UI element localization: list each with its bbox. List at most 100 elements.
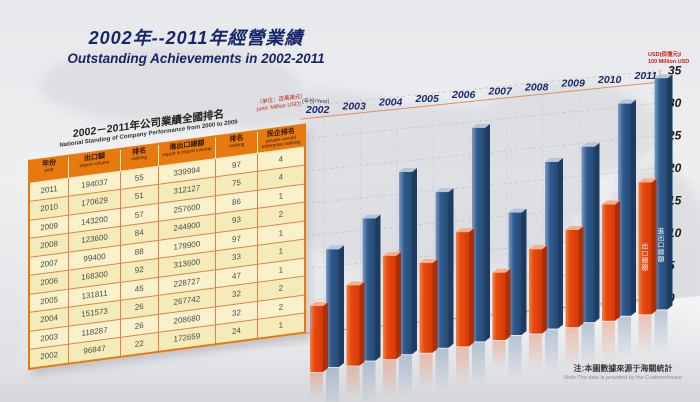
year-label: 2009 [561,78,586,90]
bar-top-face [362,214,381,219]
page-title-cjk: 2002年--2011年經營業績 [88,28,304,48]
ranking-table: 年份 year 出口額 export volume 排名 ranking 進出口… [28,123,306,370]
bar-reflection [326,368,339,402]
bar-side-face [631,99,636,316]
bar-front-face [638,182,652,315]
bar-reflection [472,342,485,385]
bar-reflection [399,355,412,398]
bar-front-face [346,285,360,366]
year-label: 2004 [378,97,403,109]
bar-reflection [529,334,542,369]
bar-reflection [581,323,595,366]
bar-front-face [383,255,396,360]
value-cell: 24 [215,319,258,344]
bar-front-face [456,232,469,347]
bar-reflection [435,348,449,391]
bar-top-face [492,268,511,273]
y-axis-unit-label: 100 Million USD [648,59,689,65]
bar-side-face [651,178,657,315]
bar-top-face [383,251,401,256]
bar-reflection [565,328,579,367]
bar-side-face [558,158,563,329]
bar-series-label: 出口總額 [642,241,649,271]
page-title: 2002年--2011年經營業績 Outstanding Achievement… [28,24,364,66]
bar-side-face [594,142,600,323]
year-label: 2005 [415,93,440,105]
bar-side-face [359,281,365,366]
year-label: 2008 [524,81,549,93]
year-cell: 2002 [29,344,69,369]
bar-side-face [448,188,454,348]
bar-reflection [638,315,652,354]
bar-front-face [654,78,668,310]
bar-side-face [615,200,620,321]
bar-top-face [529,245,547,250]
gridline [299,102,661,140]
bar-top-face [654,74,673,79]
bar-series-label: 進出口總額 [658,226,665,263]
bar-reflection [654,310,668,353]
bar-front-face [310,306,323,372]
bar-reflection [602,321,615,360]
year-label: 2006 [451,89,476,101]
bar-front-face [492,272,506,340]
bar-top-face [326,245,344,250]
ranking-table-panel: 2002－2011年公司業績全國排名 National Standing of … [28,93,306,370]
bar-reflection [383,360,396,399]
bar-front-face [602,204,615,321]
bar-reflection [419,353,433,390]
bar-side-face [339,245,344,367]
y-tick-label: 35 [668,64,682,78]
gridline [299,70,661,107]
bar-top-face [435,188,454,193]
bar-reflection [618,316,631,359]
bar-front-face [472,127,485,342]
bar-top-face [565,225,584,230]
bar-reflection [492,341,506,368]
bar-top-face [310,302,328,307]
bar-side-face [542,245,547,334]
bar-reflection [346,366,360,399]
bar-side-face [469,228,474,347]
bar-side-face [412,167,417,355]
year-label: 2007 [488,85,514,97]
data-source-note: 注:本圖數據來源于海關統計 Note:The date is provided … [548,363,698,381]
bar-side-face [323,302,328,372]
bar-top-face [638,178,657,183]
bar-side-face [667,74,673,310]
bar-side-face [485,123,490,342]
bar-side-face [505,268,511,340]
bar-top-face [472,123,490,128]
bar-side-face [432,259,438,353]
bar-front-face [618,103,631,316]
y-axis-unit-label: USD(佰億元)/ [648,50,682,58]
bar-front-face [581,146,595,323]
year-label: 2011 [634,70,658,82]
value-cell: 22 [120,332,159,357]
bar-front-face [326,249,339,367]
bar-top-face [618,99,636,104]
bar-top-face [346,281,365,286]
note-cjk: 注:本圖數據來源于海關統計 [573,364,673,373]
bar-front-face [435,192,449,348]
bar-side-face [521,208,527,335]
bar-reflection [545,329,558,372]
bar-reflection [362,361,376,402]
bar-front-face [419,263,433,353]
bar-front-face [508,212,522,335]
table-body: 2011 194037 55 339994 97 4 2010 170629 51 312127 7… [29,146,305,369]
year-label: 2003 [342,100,367,112]
bar-front-face [545,162,558,329]
note-en: Note:The date is provided by the Customs… [564,375,682,381]
year-axis-line [299,81,661,120]
year-label: 2002 [305,104,330,116]
bar-reflection [456,347,469,386]
bar-reflection [508,336,522,378]
bar-top-face [545,158,563,162]
bar-front-face [362,218,376,361]
bar-top-face [581,142,600,147]
bar-top-face [399,167,417,172]
page-title-en: Outstanding Achievements in 2002-2011 [67,51,325,66]
x-axis-caption: (年份/Year) [302,97,329,105]
